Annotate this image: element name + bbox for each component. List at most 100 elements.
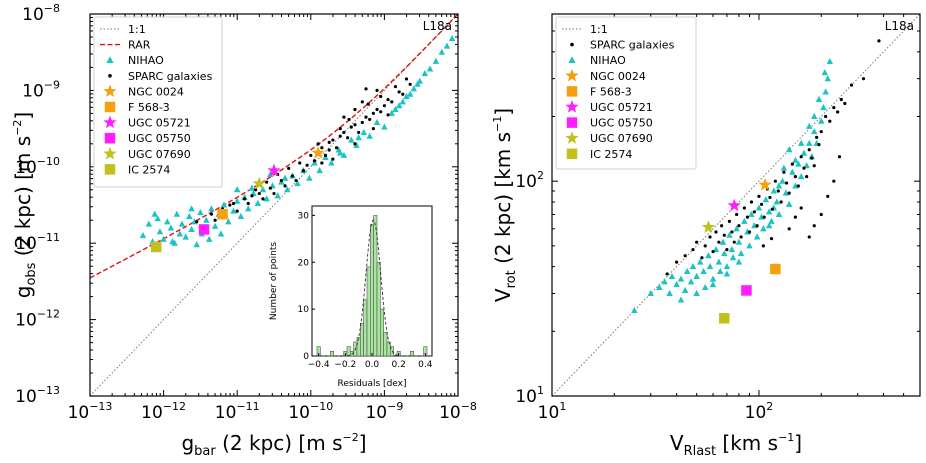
right-sparc-point	[703, 244, 707, 248]
left-legend-label: NIHAO	[128, 54, 164, 67]
legend-marker-icon	[565, 68, 579, 82]
tick-exp: −8	[461, 400, 477, 413]
right-nihao-point	[721, 250, 728, 257]
tick-exp: −10	[310, 400, 333, 413]
right-nihao-point	[673, 281, 680, 288]
right-corner-label: L18a	[885, 19, 914, 33]
right-nihao-point	[705, 252, 712, 259]
right-nihao-point	[687, 278, 695, 285]
right-sparc-point	[720, 224, 724, 228]
right-sparc-point	[747, 230, 752, 234]
left-sparc-point	[347, 117, 351, 122]
left-nihao-point	[306, 174, 313, 181]
left-sparc-point	[346, 136, 350, 140]
right-sparc-point	[812, 224, 816, 228]
left-nihao-point	[406, 90, 414, 97]
right-nihao-point	[792, 182, 799, 189]
tick-base: 10	[515, 387, 537, 407]
tick-base: 10	[22, 81, 44, 101]
right-nihao-point	[666, 289, 673, 297]
left-sparc-point	[353, 107, 357, 112]
right-sparc-point	[799, 206, 803, 210]
left-sparc-point	[261, 197, 265, 201]
right-nihao-point	[726, 231, 733, 238]
left-nihao-point	[414, 80, 421, 87]
right-nihao-point	[735, 258, 743, 265]
right-highlight-ugc-05750	[741, 285, 752, 296]
right-legend-box	[555, 16, 697, 170]
left-x-tick-label: 10−10	[288, 400, 333, 423]
right-nihao-point	[716, 267, 724, 274]
right-sparc-point	[745, 215, 750, 219]
right-nihao-point	[806, 139, 813, 146]
tick-base: 10	[15, 311, 37, 331]
inset-histogram-bar	[360, 322, 364, 357]
right-sparc-point	[837, 155, 842, 159]
inset-ylabel: Number of points	[269, 242, 279, 321]
right-nihao-point	[723, 270, 731, 277]
left-sparc-point	[375, 107, 379, 112]
right-sparc-point	[752, 210, 756, 214]
left-nihao-point	[211, 222, 219, 229]
right-nihao-point	[820, 104, 827, 111]
left-nihao-point	[388, 109, 395, 116]
left-sparc-point	[366, 102, 370, 106]
left-sparc-point	[382, 104, 386, 108]
tick-base: 10	[215, 403, 237, 423]
left-sparc-point	[371, 127, 375, 131]
left-y-tick-label: 10−10	[15, 155, 60, 178]
right-sparc-point	[861, 77, 866, 81]
inset-x-tick-label: −0.2	[334, 360, 356, 370]
right-legend-label: UGC 05750	[590, 117, 653, 130]
right-nihao-point	[800, 149, 808, 156]
left-nihao-point	[248, 184, 256, 191]
right-sparc-point	[819, 212, 823, 217]
left-plot-frame	[89, 13, 459, 397]
right-sparc-point	[836, 110, 840, 114]
inset-histogram-bar	[380, 308, 384, 357]
left-sparc-point	[379, 110, 383, 114]
right-highlight-ngc-0024	[758, 178, 772, 191]
right-sparc-point	[787, 191, 791, 195]
left-legend: 1:1 RAR NIHAO SPARC galaxies NGC 0024 F 568-3…	[93, 16, 223, 188]
left-sparc-point	[283, 184, 287, 188]
left-nihao-point	[230, 207, 237, 214]
legend-marker-icon	[566, 117, 578, 128]
left-legend-label: F 568-3	[128, 101, 170, 114]
legend-marker-icon	[565, 100, 579, 113]
tick-exp: 2	[766, 400, 773, 413]
left-nihao-point	[164, 218, 171, 225]
inset-x-tick-label: 0.4	[418, 360, 433, 370]
right-nihao-point	[723, 263, 731, 270]
left-sparc-point	[342, 130, 346, 135]
left-nihao-point	[151, 210, 159, 217]
right-nihao-point	[768, 217, 775, 224]
right-nihao-point	[797, 173, 805, 180]
tick-exp: −11	[236, 400, 259, 413]
right-nihao-point	[741, 217, 748, 224]
left-sparc-point	[209, 212, 214, 216]
left-nihao-point	[205, 235, 213, 242]
right-sparc-point	[768, 195, 772, 200]
left-nihao-point	[217, 230, 225, 237]
right-nihao-point	[701, 283, 709, 290]
legend-marker-icon	[104, 132, 116, 144]
right-nihao-point	[733, 225, 740, 232]
right-nihao-point	[746, 242, 753, 249]
right-nihao-point	[656, 283, 663, 290]
legend-nihao-icon	[106, 56, 114, 63]
left-sparc-point	[353, 123, 357, 127]
left-sparc-point	[386, 113, 390, 117]
left-nihao-point	[311, 159, 318, 166]
right-highlight-ic-2574	[719, 313, 730, 324]
left-sparc-point	[342, 115, 346, 119]
right-sparc-point	[722, 233, 726, 237]
right-legend-label: UGC 07690	[590, 132, 653, 145]
right-nihao-point	[719, 238, 727, 245]
right-nihao-point	[765, 222, 773, 229]
legend-sparc-icon	[570, 42, 574, 47]
left-nihao-point	[154, 215, 161, 222]
right-plot-area	[552, 14, 920, 396]
left-sparc-point	[279, 178, 283, 183]
